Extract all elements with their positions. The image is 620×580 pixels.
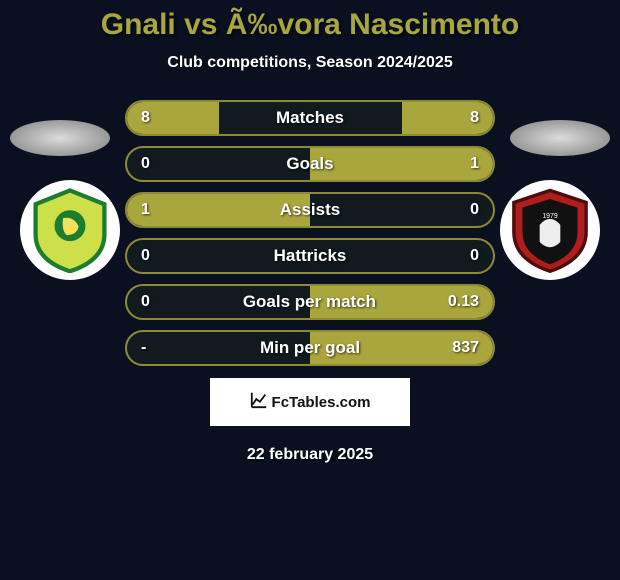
shield-icon: 1979	[507, 187, 593, 273]
stat-value-right: 837	[449, 339, 479, 357]
stat-value-right: 0	[449, 247, 479, 265]
chart-icon	[250, 391, 268, 414]
stat-value-left: 8	[141, 109, 171, 127]
stat-label: Min per goal	[260, 338, 360, 358]
player-right-avatar	[510, 120, 610, 156]
stat-label: Matches	[276, 108, 344, 128]
bar-fill-right	[402, 102, 494, 134]
stat-value-left: 0	[141, 247, 171, 265]
stat-row: - Min per goal 837	[125, 330, 495, 366]
club-left-badge	[20, 180, 120, 280]
date-text: 22 february 2025	[0, 446, 620, 464]
stat-label: Goals per match	[243, 292, 376, 312]
shield-icon	[27, 187, 113, 273]
stat-label: Hattricks	[274, 246, 347, 266]
stat-label: Goals	[286, 154, 333, 174]
club-right-badge: 1979	[500, 180, 600, 280]
player-left-avatar	[10, 120, 110, 156]
stat-value-left: 1	[141, 201, 171, 219]
stat-value-left: 0	[141, 155, 171, 173]
stat-value-right: 1	[449, 155, 479, 173]
stat-row: 0 Hattricks 0	[125, 238, 495, 274]
stat-value-right: 0.13	[448, 293, 479, 311]
stats-container: 8 Matches 8 0 Goals 1 1 Assists 0 0 Hattricks 0 0 Goa…	[125, 100, 495, 366]
stat-value-left: 0	[141, 293, 171, 311]
brand-box[interactable]: FcTables.com	[210, 378, 410, 426]
stat-row: 1 Assists 0	[125, 192, 495, 228]
svg-text:1979: 1979	[542, 213, 557, 220]
stat-row: 0 Goals 1	[125, 146, 495, 182]
stat-value-right: 8	[449, 109, 479, 127]
brand-text: FcTables.com	[272, 394, 371, 411]
subtitle: Club competitions, Season 2024/2025	[0, 54, 620, 72]
stat-row: 0 Goals per match 0.13	[125, 284, 495, 320]
stat-row: 8 Matches 8	[125, 100, 495, 136]
stat-value-right: 0	[449, 201, 479, 219]
stat-label: Assists	[280, 200, 340, 220]
page-title: Gnali vs Ã‰vora Nascimento	[0, 8, 620, 42]
stat-value-left: -	[141, 339, 171, 357]
